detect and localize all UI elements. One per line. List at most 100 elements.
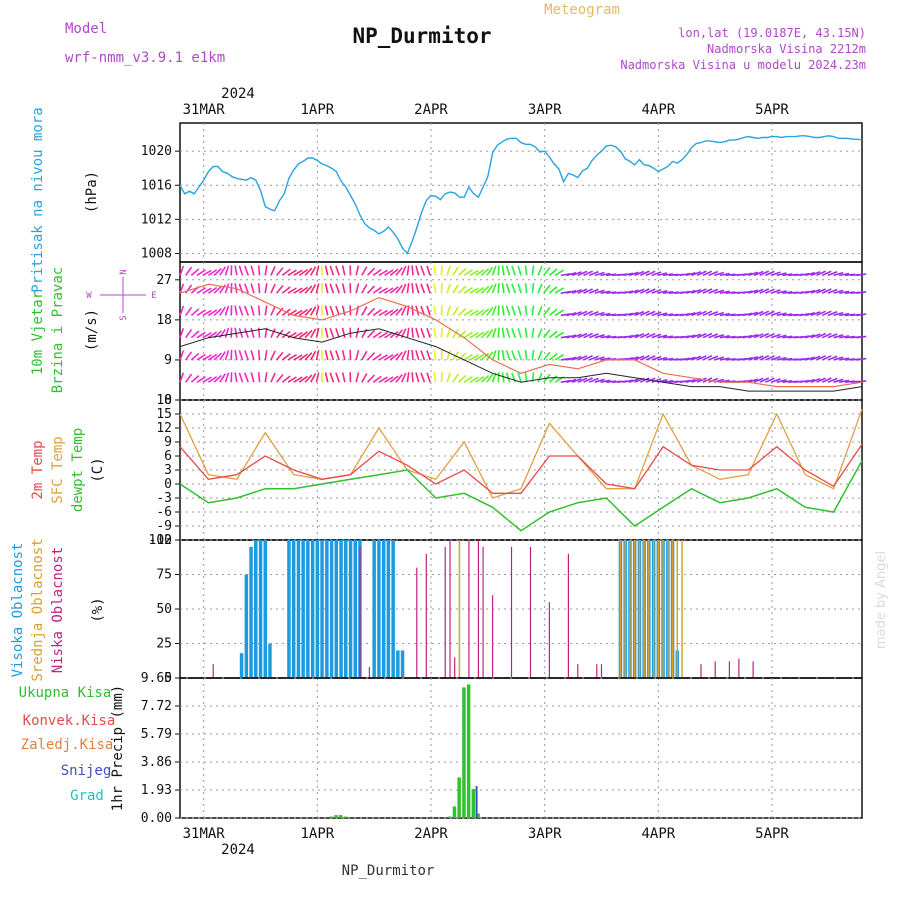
wind-barb [304,285,313,294]
wind-barb [480,352,490,361]
bottom-time-label: 1APR [300,826,334,842]
wind-barb [583,377,593,383]
y-tick-label: -12 [149,533,172,548]
wind-barb [415,327,420,338]
wind-barb [207,376,218,383]
wind-barb [329,283,335,294]
wind-barb [420,328,426,338]
wind-barb [257,349,261,361]
wind-barb [310,350,317,361]
wind-barb [426,350,431,361]
wind-barb [276,307,284,316]
wind-barb [765,288,775,294]
cloud-low-bar [425,553,427,678]
precip-label-total: Ukupna Kisa [19,685,112,701]
wind-barb [281,268,291,276]
wind-barb [776,356,787,361]
y-tick-label: 7.72 [141,699,172,714]
wind-barb [696,288,707,294]
y-tick-label: -6 [156,505,172,520]
wind-barb [511,350,517,361]
wind-barb [329,265,335,276]
wind-barb [702,310,713,317]
wind-barb [588,288,599,294]
wind-barb [543,351,551,361]
wind-barb [238,350,244,361]
wind-barb [400,265,407,276]
wind-barb [264,265,268,276]
wind-barb [244,265,249,276]
wind-barb [588,333,599,339]
cloud-label-high: Visoka Oblacnost [10,543,26,678]
wind-barb [548,286,558,294]
wind-barb [207,309,218,317]
wind-barb [827,270,838,277]
wind-barb [341,283,346,294]
wind-barb [179,265,185,276]
wind-barb [335,305,340,316]
wind-barb [640,310,650,317]
wind-gust-line [179,283,863,388]
pressure-panel: 1008 1012 1016 1020 [141,122,863,263]
wind-barb [714,289,725,294]
top-time-label: 31MAR [183,102,226,118]
wind-barb [765,355,775,361]
compass-north: N [119,269,129,274]
wind-barb [554,309,565,317]
wind-barb [324,350,329,361]
wind-barb [765,377,775,383]
wind-barb [782,335,793,339]
wind-barb [702,288,713,294]
wind-barb [554,354,565,361]
y-tick-label: 6 [164,449,172,464]
wind-barb [753,270,764,277]
wind-barb [446,283,451,294]
wind-barb [190,352,200,361]
wind-barb [415,350,420,361]
wind-barb [856,313,867,317]
wind-barb [505,327,511,338]
panel-frame [179,677,863,819]
wind-barb [190,374,200,383]
wind-barb [341,265,346,276]
wind-barb [821,355,832,361]
wind-barb [588,377,599,383]
wind-barb [452,284,460,294]
elevation-label: Nadmorska Visina 2212m [707,42,866,56]
wind-barb [250,283,255,294]
wind-barb [361,350,368,361]
wind-barb [782,273,793,277]
y-tick-label: 50 [156,602,172,617]
cloud-high-bar [386,540,391,678]
y-tick-label: 18 [156,313,172,328]
precip-total-bar [329,816,334,818]
cloud-high-bar [348,540,353,678]
wind-barb [179,305,185,316]
wind-barb [452,306,460,316]
wind-barb [185,351,193,361]
wind-barb [244,328,249,338]
wind-barb [341,305,346,316]
wind-barb [770,289,781,294]
precip-total-bar [476,813,480,818]
wind-barb [293,269,303,277]
wind-barb [776,312,787,317]
wind-barb [708,355,719,361]
wind-barb [475,269,485,277]
wind-barb [244,350,249,361]
wind-barb [335,283,340,294]
cloud-high-bar [325,540,329,678]
wind-barb [748,356,759,361]
wind-unit: (m/s) [84,309,100,351]
cloud-high-bar [329,540,334,678]
wind-barb [384,331,394,339]
wind-barb [856,273,867,277]
wind-barb [486,266,494,276]
wind-barb [234,265,238,276]
wind-barb [696,377,707,383]
cloud-low-bar [482,546,484,678]
cloud-low-bar [752,661,754,678]
wind-barb [190,308,200,317]
sfc-temp-line [179,409,863,499]
wind-barb [531,283,535,294]
